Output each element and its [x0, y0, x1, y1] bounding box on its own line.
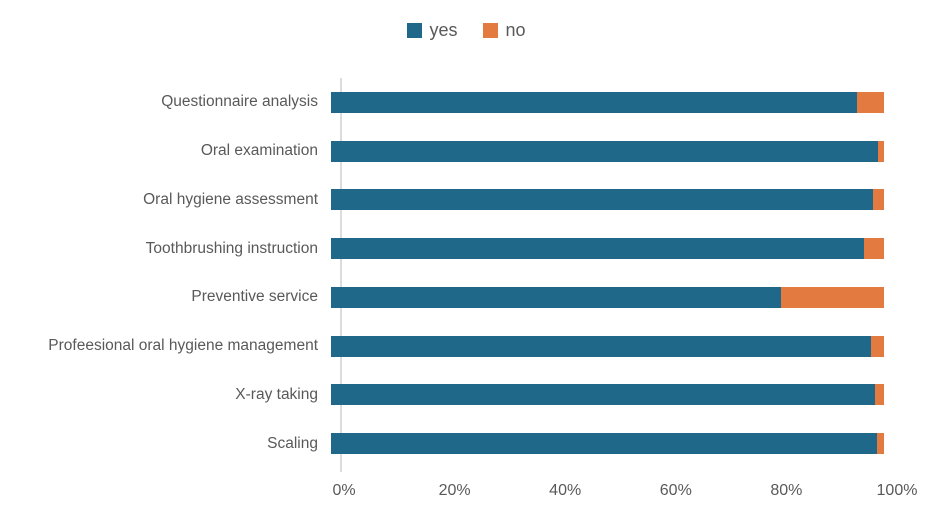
category-label: X-ray taking: [235, 385, 318, 403]
x-axis-tick-label: 0%: [332, 482, 356, 499]
bar-track: [331, 189, 884, 211]
chart-row: Toothbrushing instruction: [0, 224, 933, 273]
bar-segment-no: [878, 140, 884, 162]
bar-segment-yes: [331, 91, 858, 113]
bar-segment-no: [857, 91, 884, 113]
chart-row: Profeesional oral hygiene management: [0, 322, 933, 371]
bar-track: [331, 238, 884, 260]
plot-area: Questionnaire analysis Oral examination …: [0, 78, 933, 468]
bar-segment-no: [876, 433, 884, 455]
bar-segment-no: [875, 384, 884, 406]
bar-segment-yes: [331, 140, 879, 162]
bar-segment-no: [872, 189, 884, 211]
bar-segment-yes: [331, 384, 876, 406]
category-label: Oral hygiene assessment: [143, 190, 318, 208]
bar-segment-yes: [331, 189, 873, 211]
bar-segment-yes: [331, 335, 872, 357]
bar-segment-no: [863, 238, 884, 260]
bar-track: [331, 384, 884, 406]
bar-segment-yes: [331, 238, 864, 260]
x-axis-tick-label: 80%: [770, 482, 803, 499]
bar-segment-yes: [331, 433, 877, 455]
legend-label-no: no: [505, 20, 526, 40]
legend-item-no: no: [483, 20, 526, 41]
category-label: Toothbrushing instruction: [145, 239, 318, 257]
legend-item-yes: yes: [407, 20, 457, 41]
chart-row: X-ray taking: [0, 371, 933, 420]
chart-row: Preventive service: [0, 273, 933, 322]
x-axis-tick-label: 20%: [438, 482, 471, 499]
category-label: Questionnaire analysis: [161, 93, 318, 111]
x-axis-tick-label: 100%: [876, 482, 918, 499]
bar-track: [331, 335, 884, 357]
chart-row: Questionnaire analysis: [0, 78, 933, 127]
bar-track: [331, 433, 884, 455]
bar-track: [331, 140, 884, 162]
legend-label-yes: yes: [429, 20, 458, 40]
bar-segment-no: [781, 286, 884, 308]
category-label: Oral examination: [200, 142, 318, 160]
bar-track: [331, 286, 884, 308]
x-axis-tick-label: 60%: [659, 482, 692, 499]
bar-track: [331, 91, 884, 113]
chart-row: Oral examination: [0, 127, 933, 176]
bar-segment-yes: [331, 286, 782, 308]
category-label: Preventive service: [191, 288, 318, 306]
chart-row: Scaling: [0, 419, 933, 468]
category-label: Profeesional oral hygiene management: [48, 337, 318, 355]
category-label: Scaling: [267, 434, 318, 452]
legend-swatch-no-icon: [483, 23, 499, 38]
chart-legend: yes no: [0, 20, 933, 41]
y-axis-line: [340, 78, 342, 472]
x-axis-tick-label: 40%: [549, 482, 582, 499]
legend-swatch-yes-icon: [407, 23, 423, 38]
chart-row: Oral hygiene assessment: [0, 176, 933, 225]
bar-segment-no: [871, 335, 884, 357]
